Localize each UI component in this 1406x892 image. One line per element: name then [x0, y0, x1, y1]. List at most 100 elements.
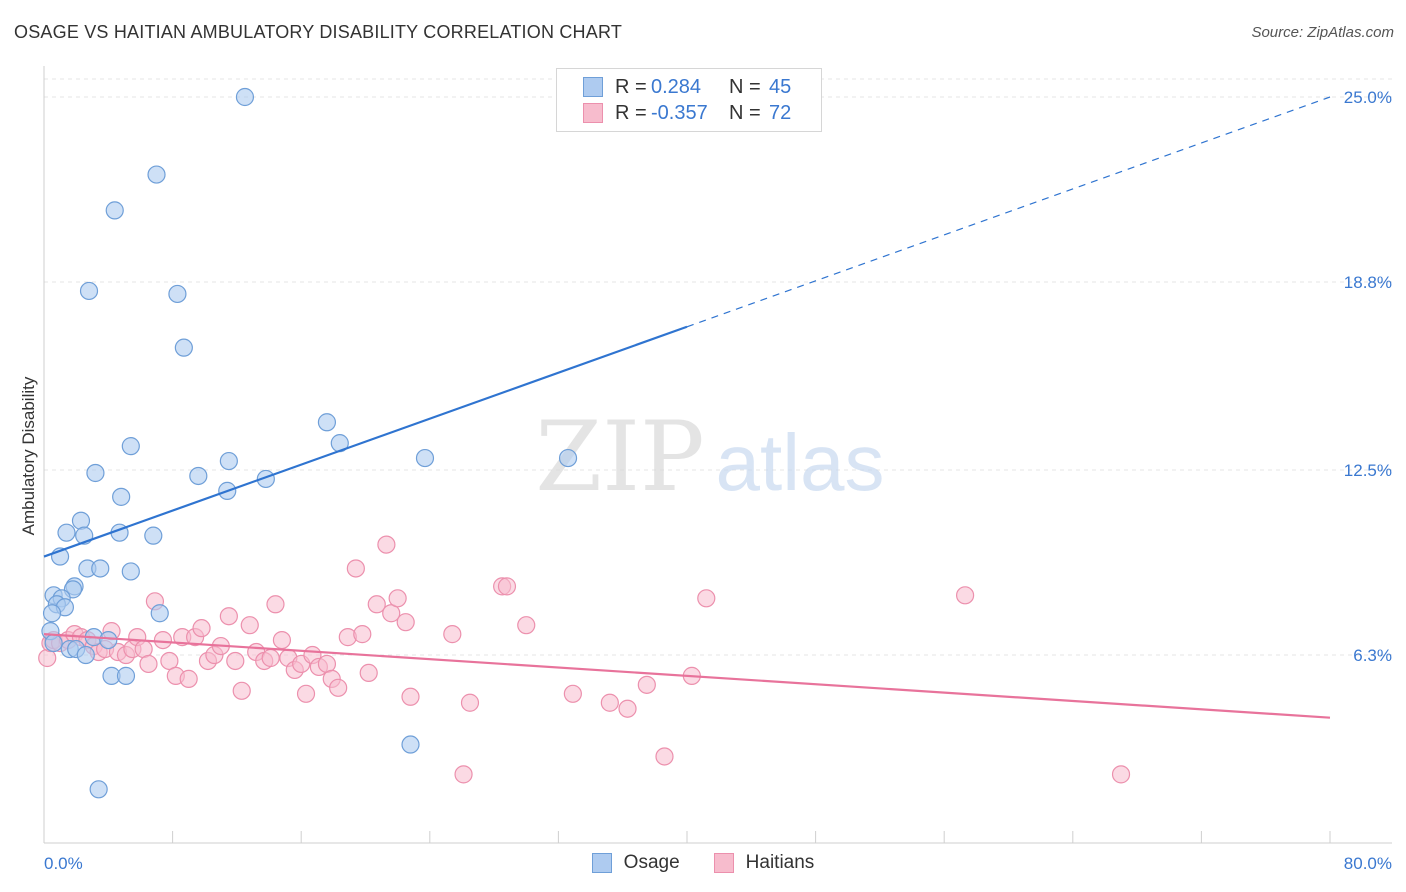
y-tick-label: 12.5%	[1344, 461, 1392, 480]
osage-point	[174, 338, 193, 357]
osage-point	[189, 466, 208, 486]
osage-swatch	[583, 77, 603, 97]
haitian-point	[955, 586, 975, 605]
legend-n-value: 45	[769, 75, 792, 98]
osage-point	[71, 511, 91, 530]
haitian-point	[139, 654, 158, 674]
legend-r-value: -0.357	[651, 101, 708, 124]
osage-point	[401, 735, 420, 754]
osage-point	[219, 451, 238, 471]
haitians-legend-label: Haitians	[745, 852, 815, 873]
haitian-point	[563, 684, 582, 703]
haitian-point	[401, 687, 420, 706]
legend-n-label: N =	[729, 75, 761, 98]
haitian-point	[272, 630, 292, 650]
haitian-point	[396, 613, 415, 632]
legend-item-haitians: Haitians	[713, 852, 815, 874]
source-credit: Source: ZipAtlas.com	[1251, 24, 1394, 41]
haitian-point	[266, 595, 285, 614]
haitian-point	[261, 648, 280, 668]
haitian-point	[192, 619, 211, 638]
haitian-point	[618, 699, 637, 718]
stats-legend: R = 0.284 N = 45 R = -0.357 N = 72	[556, 68, 822, 132]
y-tick-label: 6.3%	[1353, 646, 1392, 665]
haitian-point	[460, 693, 480, 712]
haitian-point	[377, 535, 396, 554]
y-axis-label: Ambulatory Disability	[19, 376, 38, 535]
x-tick-label: 0.0%	[44, 854, 83, 873]
haitian-point	[443, 625, 462, 644]
osage-point	[76, 645, 95, 665]
y-tick-label: 25.0%	[1344, 88, 1392, 107]
y-tick-label: 18.8%	[1344, 273, 1392, 292]
series-legend: Osage Haitians	[0, 852, 1406, 874]
haitian-point	[359, 663, 378, 683]
haitian-point	[232, 681, 251, 700]
legend-row-osage: R = 0.284 N = 45	[583, 74, 791, 100]
haitian-point	[655, 747, 674, 766]
osage-legend-swatch	[591, 853, 612, 873]
haitian-point	[497, 577, 517, 596]
haitian-point	[388, 589, 407, 608]
osage-point	[105, 201, 124, 220]
haitian-point	[697, 589, 716, 608]
osage-legend-label: Osage	[623, 852, 680, 873]
osage-point	[112, 487, 131, 506]
osage-point	[168, 284, 187, 304]
haitians-points	[38, 535, 1131, 784]
legend-r-value: 0.284	[651, 75, 702, 98]
osage-point	[86, 463, 105, 483]
legend-n-value: 72	[769, 101, 792, 124]
haitian-point	[179, 669, 198, 688]
osage-point	[147, 165, 166, 184]
osage-point	[44, 633, 63, 653]
legend-r-label: R =	[615, 101, 647, 124]
osage-point	[42, 604, 62, 623]
haitian-point	[153, 630, 173, 650]
haitian-point	[517, 616, 536, 635]
haitian-point	[329, 678, 348, 697]
trend-lines	[43, 96, 1331, 719]
osage-point	[558, 448, 578, 468]
osage-point	[79, 281, 99, 301]
haitian-point	[226, 651, 245, 671]
haitian-point	[600, 693, 619, 712]
osage-point	[150, 604, 169, 623]
osage-point	[121, 437, 140, 456]
osage-point	[57, 523, 76, 542]
grid-lines	[44, 78, 1392, 656]
axes	[43, 66, 1392, 844]
haitian-point	[346, 559, 365, 578]
haitian-point	[353, 625, 372, 644]
osage-point	[91, 559, 110, 578]
legend-r-label: R =	[615, 75, 647, 98]
osage-trend-line	[43, 325, 688, 558]
osage-points	[41, 87, 578, 799]
osage-point	[415, 448, 435, 468]
haitian-point	[240, 616, 259, 635]
haitian-point	[637, 675, 656, 694]
chart-title: OSAGE VS HAITIAN AMBULATORY DISABILITY C…	[14, 22, 623, 42]
osage-point	[317, 413, 337, 432]
watermark: ZIP atlas	[535, 401, 884, 513]
osage-point	[235, 87, 255, 107]
osage-trend-extension	[686, 96, 1331, 328]
x-tick-label: 80.0%	[1344, 854, 1392, 873]
legend-item-osage: Osage	[591, 852, 680, 874]
osage-point	[116, 666, 136, 685]
haitian-point	[454, 765, 473, 784]
osage-point	[144, 526, 163, 545]
osage-point	[89, 780, 108, 799]
haitian-point	[219, 607, 238, 626]
watermark-atlas: atlas	[716, 418, 885, 507]
haitians-swatch	[583, 103, 603, 123]
legend-n-label: N =	[729, 101, 761, 124]
haitian-trend-line	[43, 633, 1331, 719]
legend-row-haitians: R = -0.357 N = 72	[583, 100, 791, 126]
osage-point	[99, 630, 118, 650]
haitian-point	[367, 595, 386, 614]
osage-point	[121, 562, 140, 581]
haitian-point	[1111, 765, 1131, 784]
haitians-legend-swatch	[713, 853, 734, 873]
